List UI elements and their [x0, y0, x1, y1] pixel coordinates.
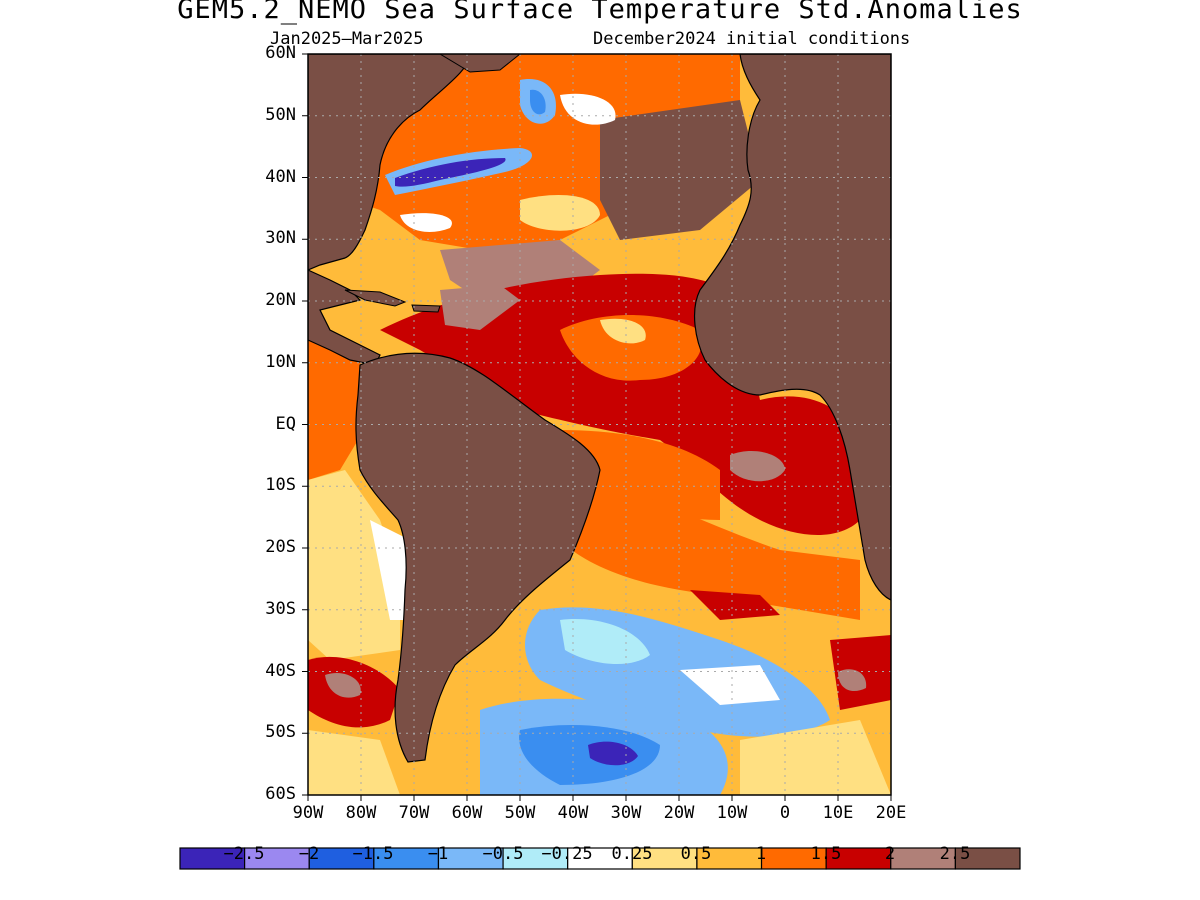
lat-label: 40S	[265, 661, 296, 681]
sst-anomaly-region	[395, 158, 506, 187]
sst-anomaly-region	[308, 470, 400, 660]
map-field	[308, 54, 891, 795]
colorbar-label: −2	[298, 844, 320, 864]
initial-conditions: December2024 initial conditions	[593, 29, 911, 49]
lat-label: 20N	[265, 290, 296, 310]
lon-label: 30W	[610, 803, 642, 823]
lon-label: 80W	[345, 803, 377, 823]
sst-anomaly-region	[838, 669, 867, 692]
sst-anomaly-region	[325, 672, 361, 698]
sst-anomaly-region	[560, 315, 702, 381]
forecast-period: Jan2025–Mar2025	[270, 29, 424, 49]
sst-anomaly-region	[740, 720, 891, 795]
lon-label: 20W	[663, 803, 695, 823]
lon-label: 0	[779, 803, 791, 823]
sst-anomaly-region	[440, 285, 520, 330]
lat-label: 10N	[265, 352, 296, 372]
land-caribbean	[344, 289, 407, 307]
colorbar-label: 1	[755, 844, 767, 864]
lat-label: 30N	[265, 228, 296, 248]
lon-label: 40W	[557, 803, 589, 823]
lon-label: 10E	[822, 803, 854, 823]
sst-anomaly-region	[690, 590, 780, 620]
lon-label: 70W	[398, 803, 430, 823]
land-north-america	[308, 54, 471, 271]
sst-anomaly-region	[308, 730, 400, 795]
colorbar-label: 2.5	[939, 844, 971, 864]
sst-anomaly-region	[400, 213, 452, 232]
colorbar-label: 0.25	[611, 844, 653, 864]
sst-anomaly-region	[370, 520, 410, 620]
lat-label: 50N	[265, 105, 296, 125]
lat-label: 40N	[265, 167, 296, 187]
sst-anomaly-region	[680, 665, 780, 705]
sst-anomaly-region	[530, 89, 546, 115]
colorbar-label: −1.5	[352, 844, 394, 864]
lat-label: EQ	[275, 414, 296, 434]
axis-ticks	[302, 53, 892, 801]
colorbar	[179, 847, 1021, 870]
land-south-america	[355, 352, 601, 763]
sst-anomaly-region	[830, 635, 891, 710]
lat-label: 60S	[265, 784, 296, 804]
land-africa-europe	[694, 54, 891, 601]
sst-anomaly-region	[600, 318, 646, 344]
sst-anomaly-region	[560, 619, 650, 665]
sst-anomaly-region	[519, 725, 660, 785]
land-caribbean	[411, 304, 441, 313]
map-title: GEM5.2_NEMO Sea Surface Temperature Std.…	[177, 0, 1023, 25]
lon-label: 20E	[875, 803, 907, 823]
lat-label: 30S	[265, 599, 296, 619]
lon-label: 10W	[716, 803, 748, 823]
sst-anomaly-region	[600, 100, 760, 240]
colorbar-swatch	[954, 847, 1021, 870]
colorbar-label: −1	[427, 844, 449, 864]
land-greenland	[439, 54, 521, 73]
colorbar-label: −0.25	[541, 844, 593, 864]
colorbar-label: 2	[884, 844, 896, 864]
colorbar-label: 0.5	[680, 844, 712, 864]
lon-label: 50W	[504, 803, 536, 823]
sst-anomaly-region	[560, 93, 616, 125]
colorbar-label: −0.5	[482, 844, 524, 864]
lon-label: 90W	[292, 803, 324, 823]
sst-anomaly-region	[730, 450, 785, 482]
colorbar-label: 1.5	[810, 844, 842, 864]
lat-label: 10S	[265, 475, 296, 495]
sst-anomaly-region	[520, 195, 600, 231]
sst-anomaly-region	[308, 340, 370, 480]
lat-label: 20S	[265, 537, 296, 557]
sst-anomaly-region	[560, 480, 860, 620]
lon-label: 60W	[451, 803, 483, 823]
lat-label: 50S	[265, 722, 296, 742]
lat-label: 60N	[265, 43, 296, 63]
grid-lines	[308, 54, 891, 795]
colorbar-label: −2.5	[223, 844, 265, 864]
